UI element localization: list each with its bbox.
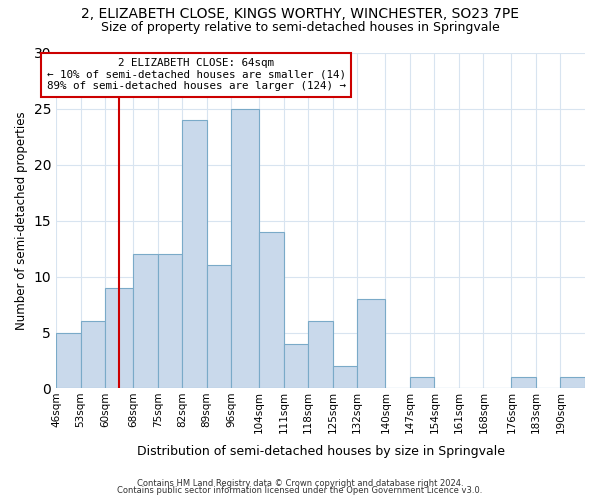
Text: 2, ELIZABETH CLOSE, KINGS WORTHY, WINCHESTER, SO23 7PE: 2, ELIZABETH CLOSE, KINGS WORTHY, WINCHE… [81, 8, 519, 22]
Bar [158, 254, 182, 388]
Bar [133, 254, 158, 388]
Bar [259, 232, 284, 388]
Bar [231, 109, 259, 388]
Y-axis label: Number of semi-detached properties: Number of semi-detached properties [15, 112, 28, 330]
Bar [511, 378, 536, 388]
Bar [80, 322, 105, 388]
Bar [333, 366, 358, 388]
X-axis label: Distribution of semi-detached houses by size in Springvale: Distribution of semi-detached houses by … [137, 444, 505, 458]
Text: Size of property relative to semi-detached houses in Springvale: Size of property relative to semi-detach… [101, 21, 499, 34]
Bar [358, 299, 385, 388]
Text: 2 ELIZABETH CLOSE: 64sqm
← 10% of semi-detached houses are smaller (14)
89% of s: 2 ELIZABETH CLOSE: 64sqm ← 10% of semi-d… [47, 58, 346, 91]
Bar [410, 378, 434, 388]
Bar [284, 344, 308, 389]
Bar [206, 266, 231, 388]
Bar [105, 288, 133, 388]
Bar [308, 322, 333, 388]
Bar [56, 332, 80, 388]
Text: Contains public sector information licensed under the Open Government Licence v3: Contains public sector information licen… [118, 486, 482, 495]
Bar [182, 120, 206, 388]
Bar [560, 378, 585, 388]
Text: Contains HM Land Registry data © Crown copyright and database right 2024.: Contains HM Land Registry data © Crown c… [137, 478, 463, 488]
